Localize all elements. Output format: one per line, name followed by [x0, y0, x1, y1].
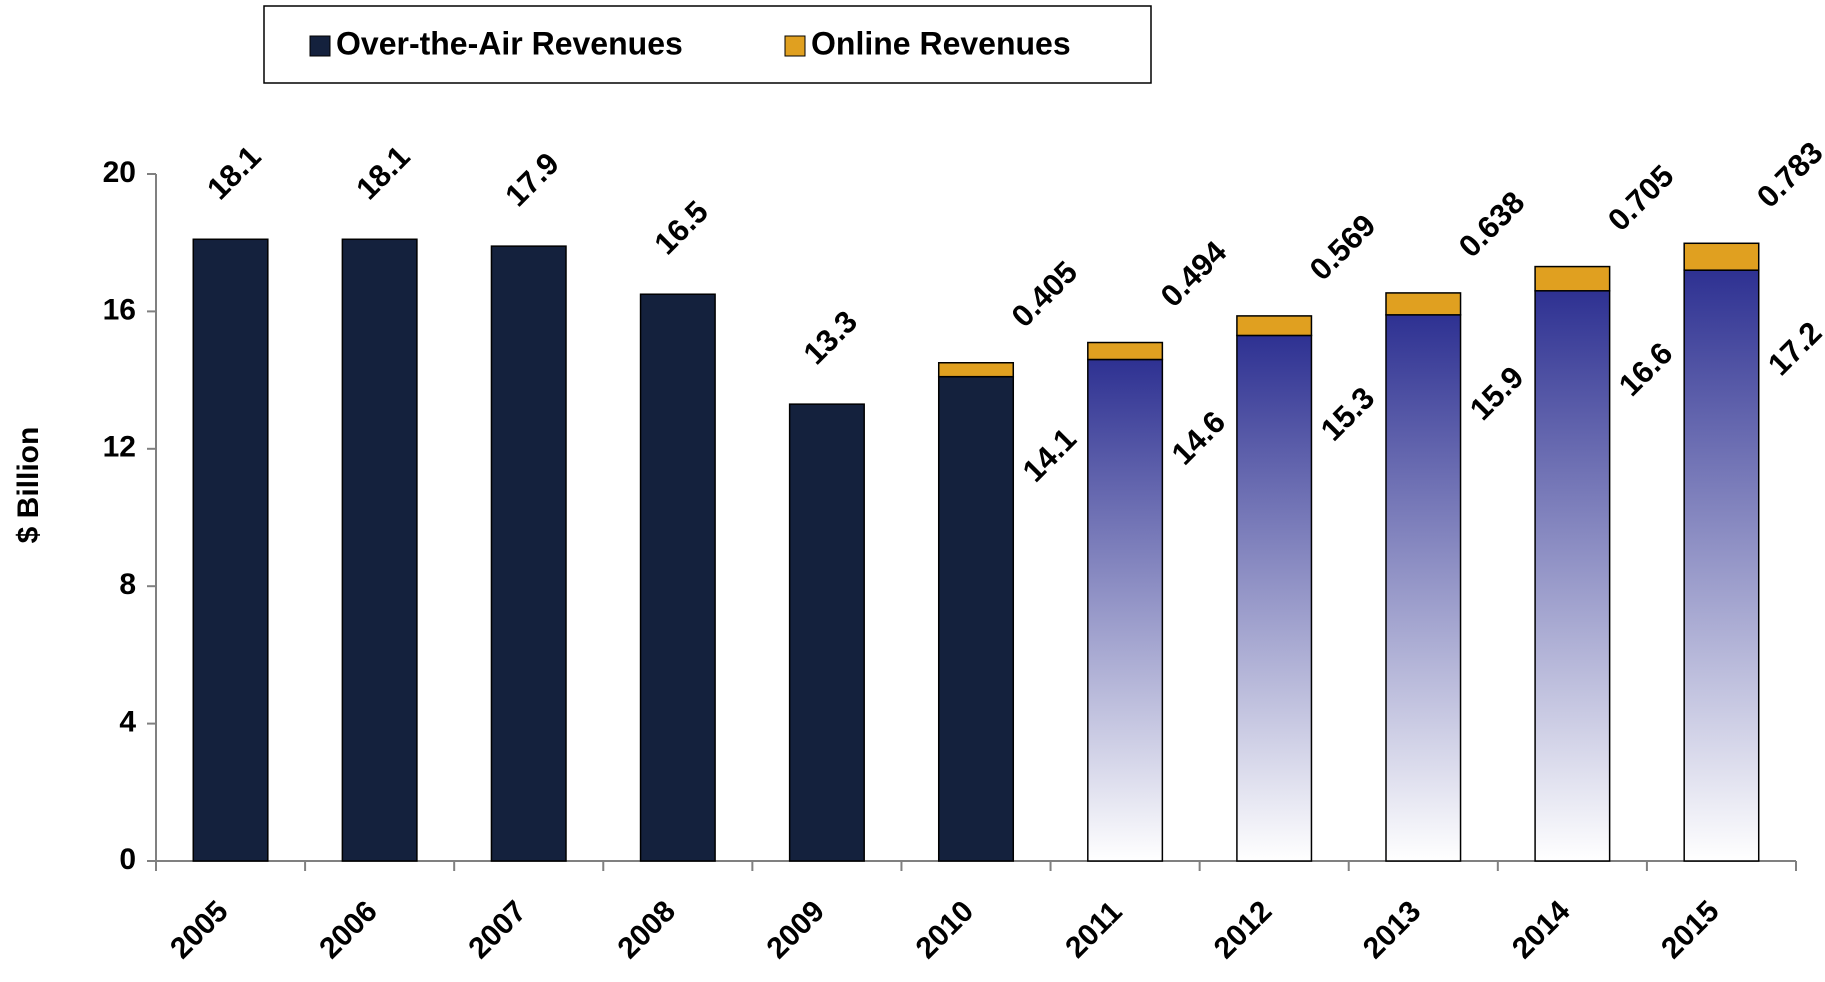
x-tick-label: 2005 [164, 895, 235, 966]
value-label: 0.569 [1303, 207, 1383, 287]
y-tick-label: 12 [103, 431, 136, 464]
value-label: 17.9 [498, 146, 565, 213]
legend-swatch [784, 35, 806, 57]
bar-segment [1534, 290, 1611, 862]
value-label: 0.405 [1005, 254, 1085, 334]
x-tick-label: 2013 [1357, 895, 1428, 966]
y-tick-label: 20 [103, 156, 136, 189]
value-label: 0.705 [1601, 158, 1681, 238]
bar-segment [341, 238, 418, 862]
bar-segment [1236, 334, 1313, 862]
legend-label: Over-the-Air Revenues [336, 25, 683, 61]
bar-segment [490, 245, 567, 862]
value-label: 18.1 [349, 139, 416, 206]
legend-label: Online Revenues [811, 25, 1071, 61]
bar-segment [1385, 292, 1462, 316]
value-label: 15.3 [1314, 380, 1381, 447]
legend-swatch [309, 35, 331, 57]
y-tick-label: 16 [103, 293, 136, 326]
value-label: 14.6 [1165, 404, 1232, 471]
value-label: 16.5 [647, 194, 714, 261]
y-tick-label: 0 [119, 843, 136, 876]
y-tick-label: 4 [119, 706, 136, 739]
value-label: 18.1 [200, 139, 267, 206]
bar-segment [1385, 314, 1462, 862]
bar-segment [1683, 242, 1760, 271]
bar-segment [937, 375, 1015, 862]
value-label: 17.2 [1761, 315, 1825, 382]
value-label: 15.9 [1463, 359, 1530, 426]
legend-box [263, 5, 1152, 84]
x-tick-label: 2011 [1059, 895, 1128, 964]
bar-segment [1534, 265, 1611, 292]
x-tick-label: 2015 [1655, 895, 1726, 966]
bar-segment [639, 293, 716, 862]
x-tick-label: 2009 [761, 895, 832, 966]
y-axis-label: $ Billion [12, 427, 45, 544]
bar-segment [1087, 341, 1164, 361]
value-label: 14.1 [1016, 421, 1083, 488]
x-tick-label: 2012 [1208, 895, 1279, 966]
x-tick-label: 2008 [611, 895, 682, 966]
bar-segment [1087, 358, 1164, 862]
x-tick-label: 2006 [313, 895, 384, 966]
x-tick-label: 2007 [462, 895, 533, 966]
value-label: 16.6 [1612, 335, 1679, 402]
bar-segment [788, 403, 865, 862]
bar-segment [1236, 315, 1313, 337]
value-label: 13.3 [797, 304, 864, 371]
x-tick-label: 2014 [1506, 894, 1577, 965]
x-tick-label: 2010 [910, 895, 981, 966]
value-label: 0.638 [1452, 184, 1532, 264]
bar-segment [937, 362, 1015, 378]
bar-segment [1683, 269, 1760, 862]
bar-segment [192, 238, 269, 862]
value-label: 0.494 [1154, 234, 1234, 314]
value-label: 0.783 [1750, 135, 1825, 215]
y-tick-label: 8 [119, 568, 136, 601]
